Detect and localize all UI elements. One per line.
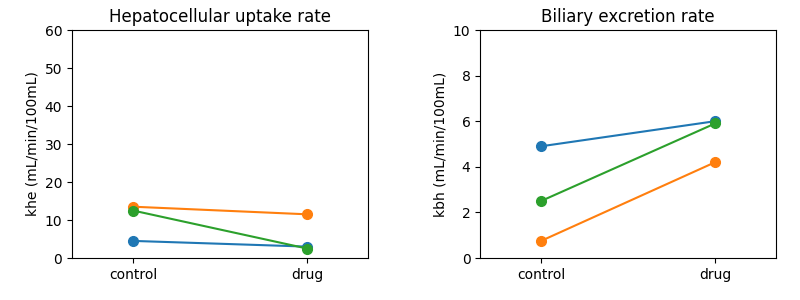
Y-axis label: khe (mL/min/100mL): khe (mL/min/100mL) (25, 72, 39, 216)
Title: Biliary excretion rate: Biliary excretion rate (542, 8, 715, 26)
Title: Hepatocellular uptake rate: Hepatocellular uptake rate (109, 8, 331, 26)
Y-axis label: kbh (mL/min/100mL): kbh (mL/min/100mL) (434, 71, 447, 217)
